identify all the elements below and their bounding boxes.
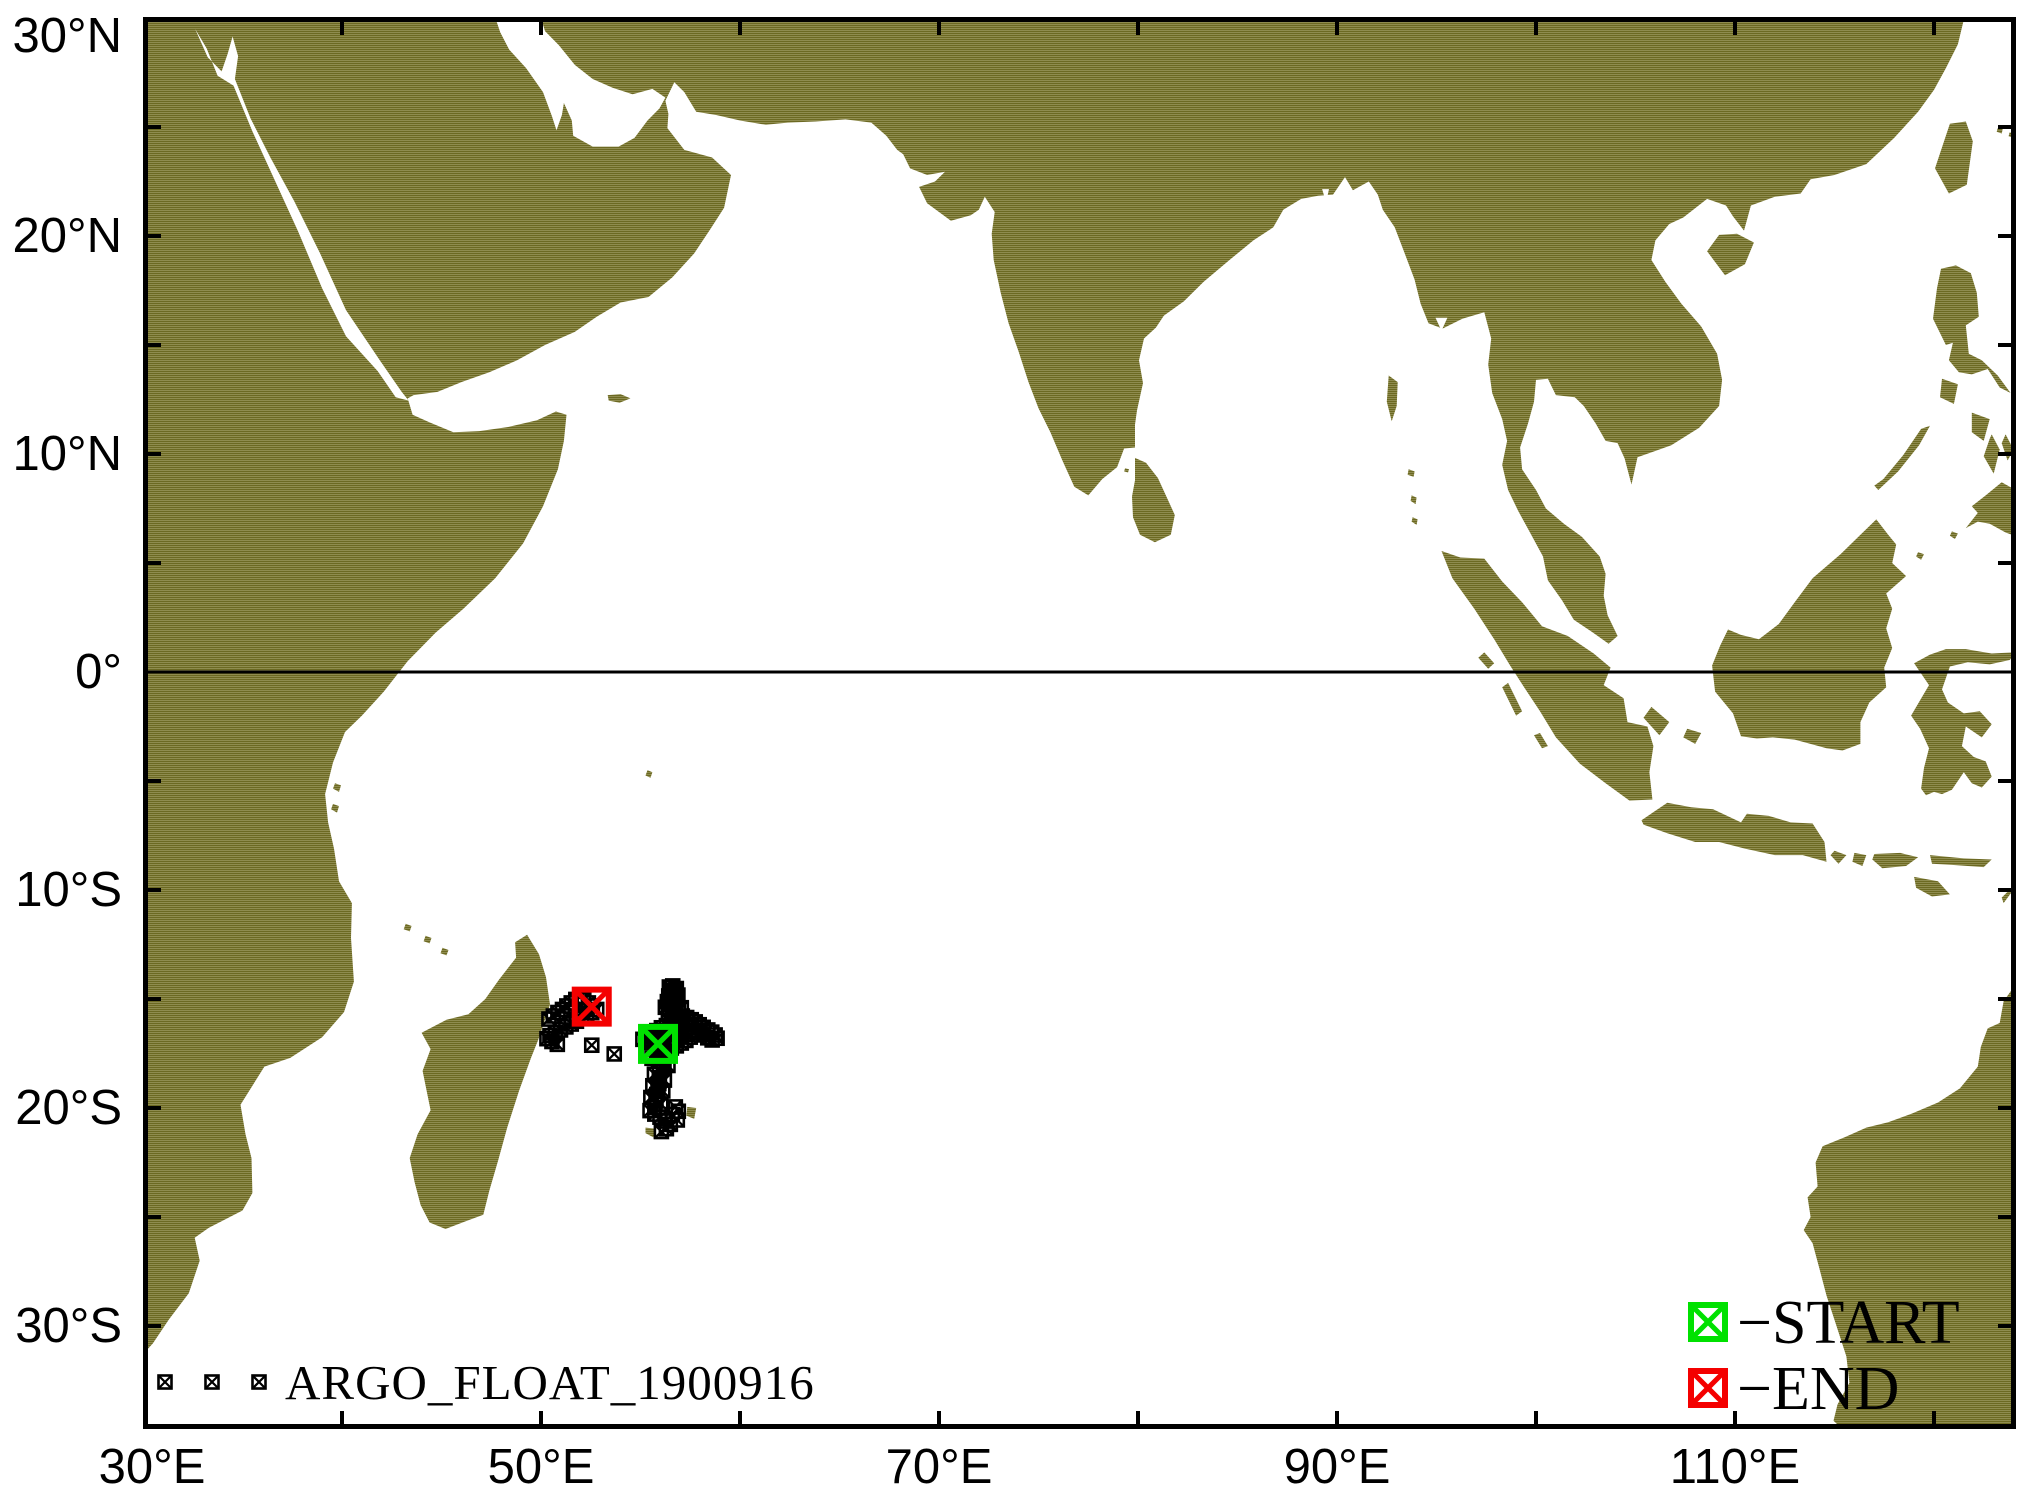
land-belitung (1683, 728, 1702, 744)
land-sumatra (1441, 551, 1654, 801)
land-mentawai-south (1534, 733, 1548, 749)
legend-end-marker (1688, 1368, 1728, 1408)
legend-track-marker-0 (157, 1374, 173, 1390)
land-taiwan (1935, 121, 1973, 194)
land-comoros-3 (440, 947, 449, 956)
legend-track-markers (157, 1302, 1728, 1408)
y-axis-label-20n: 20°N (13, 209, 122, 263)
sea-ganges-mouth-2 (1341, 184, 1349, 199)
map-frame (143, 17, 2016, 1429)
land-afro-eurasia-mainland (143, 17, 1965, 1355)
track-point-marker-116 (583, 1037, 600, 1054)
legend-start-marker (1688, 1302, 1728, 1342)
land-pemba (331, 803, 339, 813)
land-hainan (1707, 233, 1754, 276)
sea-ganges-mouth-1 (1322, 189, 1329, 203)
legend-track-marker-1 (204, 1374, 220, 1390)
y-axis-label-30s: 30°S (15, 1299, 122, 1353)
land-mindanao (1965, 482, 2016, 537)
land-sri-lanka (1132, 457, 1175, 543)
land-andaman (1386, 375, 1398, 422)
land-polygons (143, 17, 2026, 1429)
land-nicobar-3 (1411, 517, 1418, 525)
land-socotra (607, 394, 631, 403)
y-axis-label-10s: 10°S (15, 863, 122, 917)
land-palawan (1874, 425, 1930, 490)
land-sulu-2 (1916, 552, 1924, 560)
land-mentawai-north (1502, 682, 1523, 716)
land-nicobar-2 (1410, 495, 1417, 505)
sea-overlays (195, 17, 1448, 401)
land-nias (1478, 652, 1495, 669)
x-axis-label-110e: 110°E (1670, 1440, 1800, 1494)
x-axis-label-90e: 90°E (1284, 1440, 1391, 1494)
land-mindoro (1940, 378, 1958, 404)
track-point-marker-117 (606, 1046, 623, 1062)
legend-end-label: −END (1737, 1355, 1899, 1423)
track-point-marker-115 (549, 1036, 566, 1053)
land-panay (1971, 412, 1990, 441)
start-marker (638, 1023, 679, 1064)
land-nicobar-1 (1407, 469, 1415, 477)
float-track-markers (539, 978, 725, 1140)
legend-track-label: ARGO_FLOAT_1900916 (285, 1355, 815, 1410)
sea-red-sea (195, 28, 409, 401)
end-marker (571, 986, 612, 1027)
x-axis-label-30e: 30°E (99, 1440, 206, 1494)
land-lombok (1852, 852, 1867, 866)
y-axis-label-10n: 10°N (13, 427, 122, 481)
sea-irrawaddy-mouth (1435, 317, 1448, 331)
land-luzon (1933, 265, 2011, 393)
land-zanzibar (333, 783, 341, 792)
land-comoros-1 (403, 923, 412, 932)
land-samar (2018, 398, 2026, 443)
x-axis-label-50e: 50°E (488, 1440, 595, 1494)
land-flores (1930, 855, 1992, 868)
land-bangka (1643, 706, 1670, 736)
land-australia (1803, 983, 2016, 1429)
x-axis-label-70e: 70°E (886, 1440, 993, 1494)
land-mauritius (686, 1106, 697, 1119)
land-java (1641, 802, 1827, 862)
land-borneo (1712, 519, 1907, 751)
land-sulu-1 (1949, 531, 1958, 539)
land-madagascar (409, 934, 550, 1229)
track-point-marker-91 (653, 1123, 670, 1140)
y-axis-label-0: 0° (75, 645, 122, 699)
start-end-markers (571, 986, 679, 1064)
land-sumba (1914, 876, 1950, 897)
land-sulawesi (1911, 649, 2016, 796)
land-comoros-2 (423, 935, 432, 944)
land-ryukyu-1 (1996, 128, 2003, 134)
land-negros (1983, 434, 2000, 474)
land-adams-bridge (1124, 468, 1129, 473)
legend-start-label: −START (1737, 1289, 1960, 1357)
legend-track-marker-2 (251, 1374, 267, 1390)
y-axis-label-20s: 20°S (15, 1081, 122, 1135)
y-axis-label-30n: 30°N (13, 9, 122, 63)
land-bali (1830, 850, 1847, 864)
land-seychelles (645, 770, 653, 778)
sea-persian-gulf (495, 17, 666, 147)
land-sumbawa (1872, 852, 1919, 869)
